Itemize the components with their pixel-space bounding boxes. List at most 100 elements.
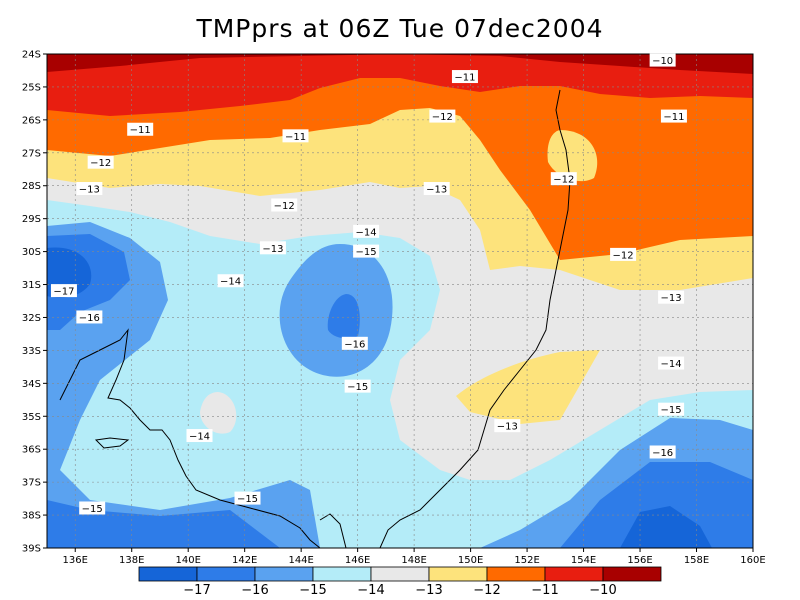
contour-fill-layer xyxy=(47,54,753,548)
lon-tick-label: 142E xyxy=(232,555,257,566)
colorbar-label: −14 xyxy=(357,583,384,598)
contour-label-text: −16 xyxy=(344,339,365,350)
band-minus-17-island xyxy=(327,294,360,339)
south-coast-line xyxy=(59,328,321,549)
contour-label-bg xyxy=(649,53,676,67)
colorbar: −17 −16 −15 −14 −13 −12 −11 −10 xyxy=(138,566,662,598)
contour-label-bg xyxy=(353,224,380,238)
lat-tick-label: 32S xyxy=(22,313,41,324)
grid-lines xyxy=(47,54,753,548)
contour-label-text: −14 xyxy=(220,277,241,288)
contour-label: −11 xyxy=(282,129,309,143)
east-coast-line xyxy=(379,89,571,549)
contour-label: −14 xyxy=(186,429,213,443)
contour-label-bg xyxy=(341,336,368,350)
colorbar-label: −16 xyxy=(241,583,268,598)
contour-label-text: −15 xyxy=(237,494,258,505)
contour-label-text: −11 xyxy=(454,73,475,84)
contour-label-text: −12 xyxy=(274,201,295,212)
lon-tick-label: 150E xyxy=(458,555,483,566)
contour-label-text: −15 xyxy=(661,405,682,416)
colorbar-label: −12 xyxy=(473,583,500,598)
lat-tick-label: 30S xyxy=(22,247,41,258)
contour-label: −16 xyxy=(76,310,103,324)
contour-label: −16 xyxy=(341,336,368,350)
band-darkest-south xyxy=(620,506,712,548)
lat-tick-label: 35S xyxy=(22,412,41,423)
contour-label: −16 xyxy=(649,445,676,459)
longitude-ticks: 136E 138E 140E 142E 144E 146E 148E 150E 152E 154E… xyxy=(63,548,766,566)
colorbar-swatch xyxy=(196,566,256,582)
lon-tick-label: 144E xyxy=(288,555,313,566)
contour-label: −13 xyxy=(259,241,286,255)
contour-label: −11 xyxy=(660,109,687,123)
lat-tick-label: 33S xyxy=(22,346,41,357)
contour-label-bg xyxy=(50,284,77,298)
lat-tick-label: 29S xyxy=(22,214,41,225)
lat-tick-label: 39S xyxy=(22,544,41,555)
colorbar-swatch xyxy=(428,566,488,582)
colorbar-swatch xyxy=(486,566,546,582)
contour-label: −11 xyxy=(127,122,154,136)
contour-label: −14 xyxy=(658,356,685,370)
contour-label-bg xyxy=(451,70,478,84)
colorbar-swatch xyxy=(312,566,372,582)
contour-label: −14 xyxy=(217,274,244,288)
contour-label-bg xyxy=(423,182,450,196)
contour-label-text: −13 xyxy=(661,293,682,304)
contour-label-bg xyxy=(87,155,114,169)
map-title: TMPprs at 06Z Tue 07dec2004 xyxy=(196,14,604,43)
contour-label: −17 xyxy=(50,284,77,298)
lon-tick-label: 146E xyxy=(345,555,370,566)
latitude-ticks: 24S 25S 26S 27S 28S 29S 30S 31S 32S 33S 34S 35S 36S 3… xyxy=(22,50,47,555)
colorbar-swatch xyxy=(370,566,430,582)
contour-label-bg xyxy=(217,274,244,288)
contour-label: −12 xyxy=(429,109,456,123)
contour-label-bg xyxy=(344,379,371,393)
lon-tick-label: 160E xyxy=(740,555,765,566)
contour-label-bg xyxy=(494,419,521,433)
contour-label-bg xyxy=(660,109,687,123)
contour-label: −12 xyxy=(271,198,298,212)
colorbar-label: −17 xyxy=(183,583,210,598)
contour-label-bg xyxy=(282,129,309,143)
contour-label-bg xyxy=(429,109,456,123)
contour-label: −15 xyxy=(234,491,261,505)
band-yellow-island xyxy=(547,130,598,182)
lat-tick-label: 27S xyxy=(22,148,41,159)
contour-label: −10 xyxy=(649,53,676,67)
contour-label-text: −10 xyxy=(652,56,673,67)
lat-tick-label: 37S xyxy=(22,478,41,489)
contour-label: −13 xyxy=(658,290,685,304)
contour-label-text: −14 xyxy=(189,432,210,443)
tas-line xyxy=(319,513,347,549)
colorbar-swatch xyxy=(138,566,198,582)
colorbar-swatch xyxy=(254,566,314,582)
contour-label-text: −11 xyxy=(285,132,306,143)
colorbar-label: −13 xyxy=(415,583,442,598)
contour-label: −15 xyxy=(353,244,380,258)
contour-label-bg xyxy=(649,445,676,459)
contour-label-text: −15 xyxy=(347,382,368,393)
lat-tick-label: 34S xyxy=(22,379,41,390)
contour-label-text: −13 xyxy=(497,422,518,433)
contour-label-bg xyxy=(658,402,685,416)
lat-tick-label: 36S xyxy=(22,445,41,456)
coastline xyxy=(59,89,571,549)
contour-label-bg xyxy=(79,501,106,515)
band-minus-17-south xyxy=(47,500,280,548)
contour-label-bg xyxy=(610,247,637,261)
contour-label-text: −11 xyxy=(663,112,684,123)
contour-label-bg xyxy=(234,491,261,505)
contour-label-text: −17 xyxy=(53,287,74,298)
contour-label: −12 xyxy=(610,247,637,261)
gulf-line xyxy=(94,437,130,449)
lon-tick-label: 154E xyxy=(571,555,596,566)
lat-tick-label: 31S xyxy=(22,280,41,291)
contour-label-text: −13 xyxy=(262,244,283,255)
contour-label-bg xyxy=(353,244,380,258)
lon-tick-label: 152E xyxy=(514,555,539,566)
contour-label-bg xyxy=(658,290,685,304)
lat-tick-label: 24S xyxy=(22,50,41,61)
